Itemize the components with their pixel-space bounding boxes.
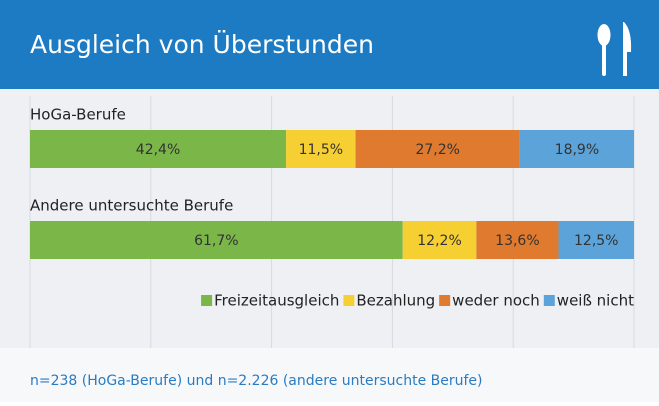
value-label: 12,5% [574, 233, 618, 249]
value-label: 11,5% [299, 142, 343, 158]
bar-segment [30, 221, 403, 259]
legend-swatch [439, 295, 451, 306]
category-label: HoGa-Berufe [30, 106, 126, 124]
bar-segment [558, 221, 634, 259]
legend-swatch [543, 295, 555, 306]
bar-segment [30, 130, 287, 168]
bar-segment [519, 130, 634, 168]
footer [0, 348, 659, 402]
header [0, 0, 659, 89]
value-label: 61,7% [194, 233, 238, 249]
legend-label: weiß nicht [557, 292, 634, 310]
value-label: 18,9% [555, 142, 599, 158]
chart-title: Ausgleich von Überstunden [30, 30, 374, 59]
footnote: n=238 (HoGa-Berufe) und n=2.226 (andere … [30, 373, 483, 389]
value-label: 13,6% [495, 233, 539, 249]
bar-segment [476, 221, 559, 259]
legend-label: weder noch [452, 292, 540, 310]
value-label: 27,2% [415, 142, 459, 158]
category-label: Andere untersuchte Berufe [30, 197, 233, 215]
legend-label: Bezahlung [356, 292, 435, 310]
legend-label: Freizeitausgleich [214, 292, 339, 310]
legend-swatch [201, 295, 213, 306]
bar-segment [402, 221, 477, 259]
bar-segment [355, 130, 520, 168]
legend-swatch [343, 295, 355, 306]
value-label: 42,4% [136, 142, 180, 158]
cutlery-icon [597, 22, 632, 76]
bar-segment [286, 130, 356, 168]
value-label: 12,2% [417, 233, 461, 249]
